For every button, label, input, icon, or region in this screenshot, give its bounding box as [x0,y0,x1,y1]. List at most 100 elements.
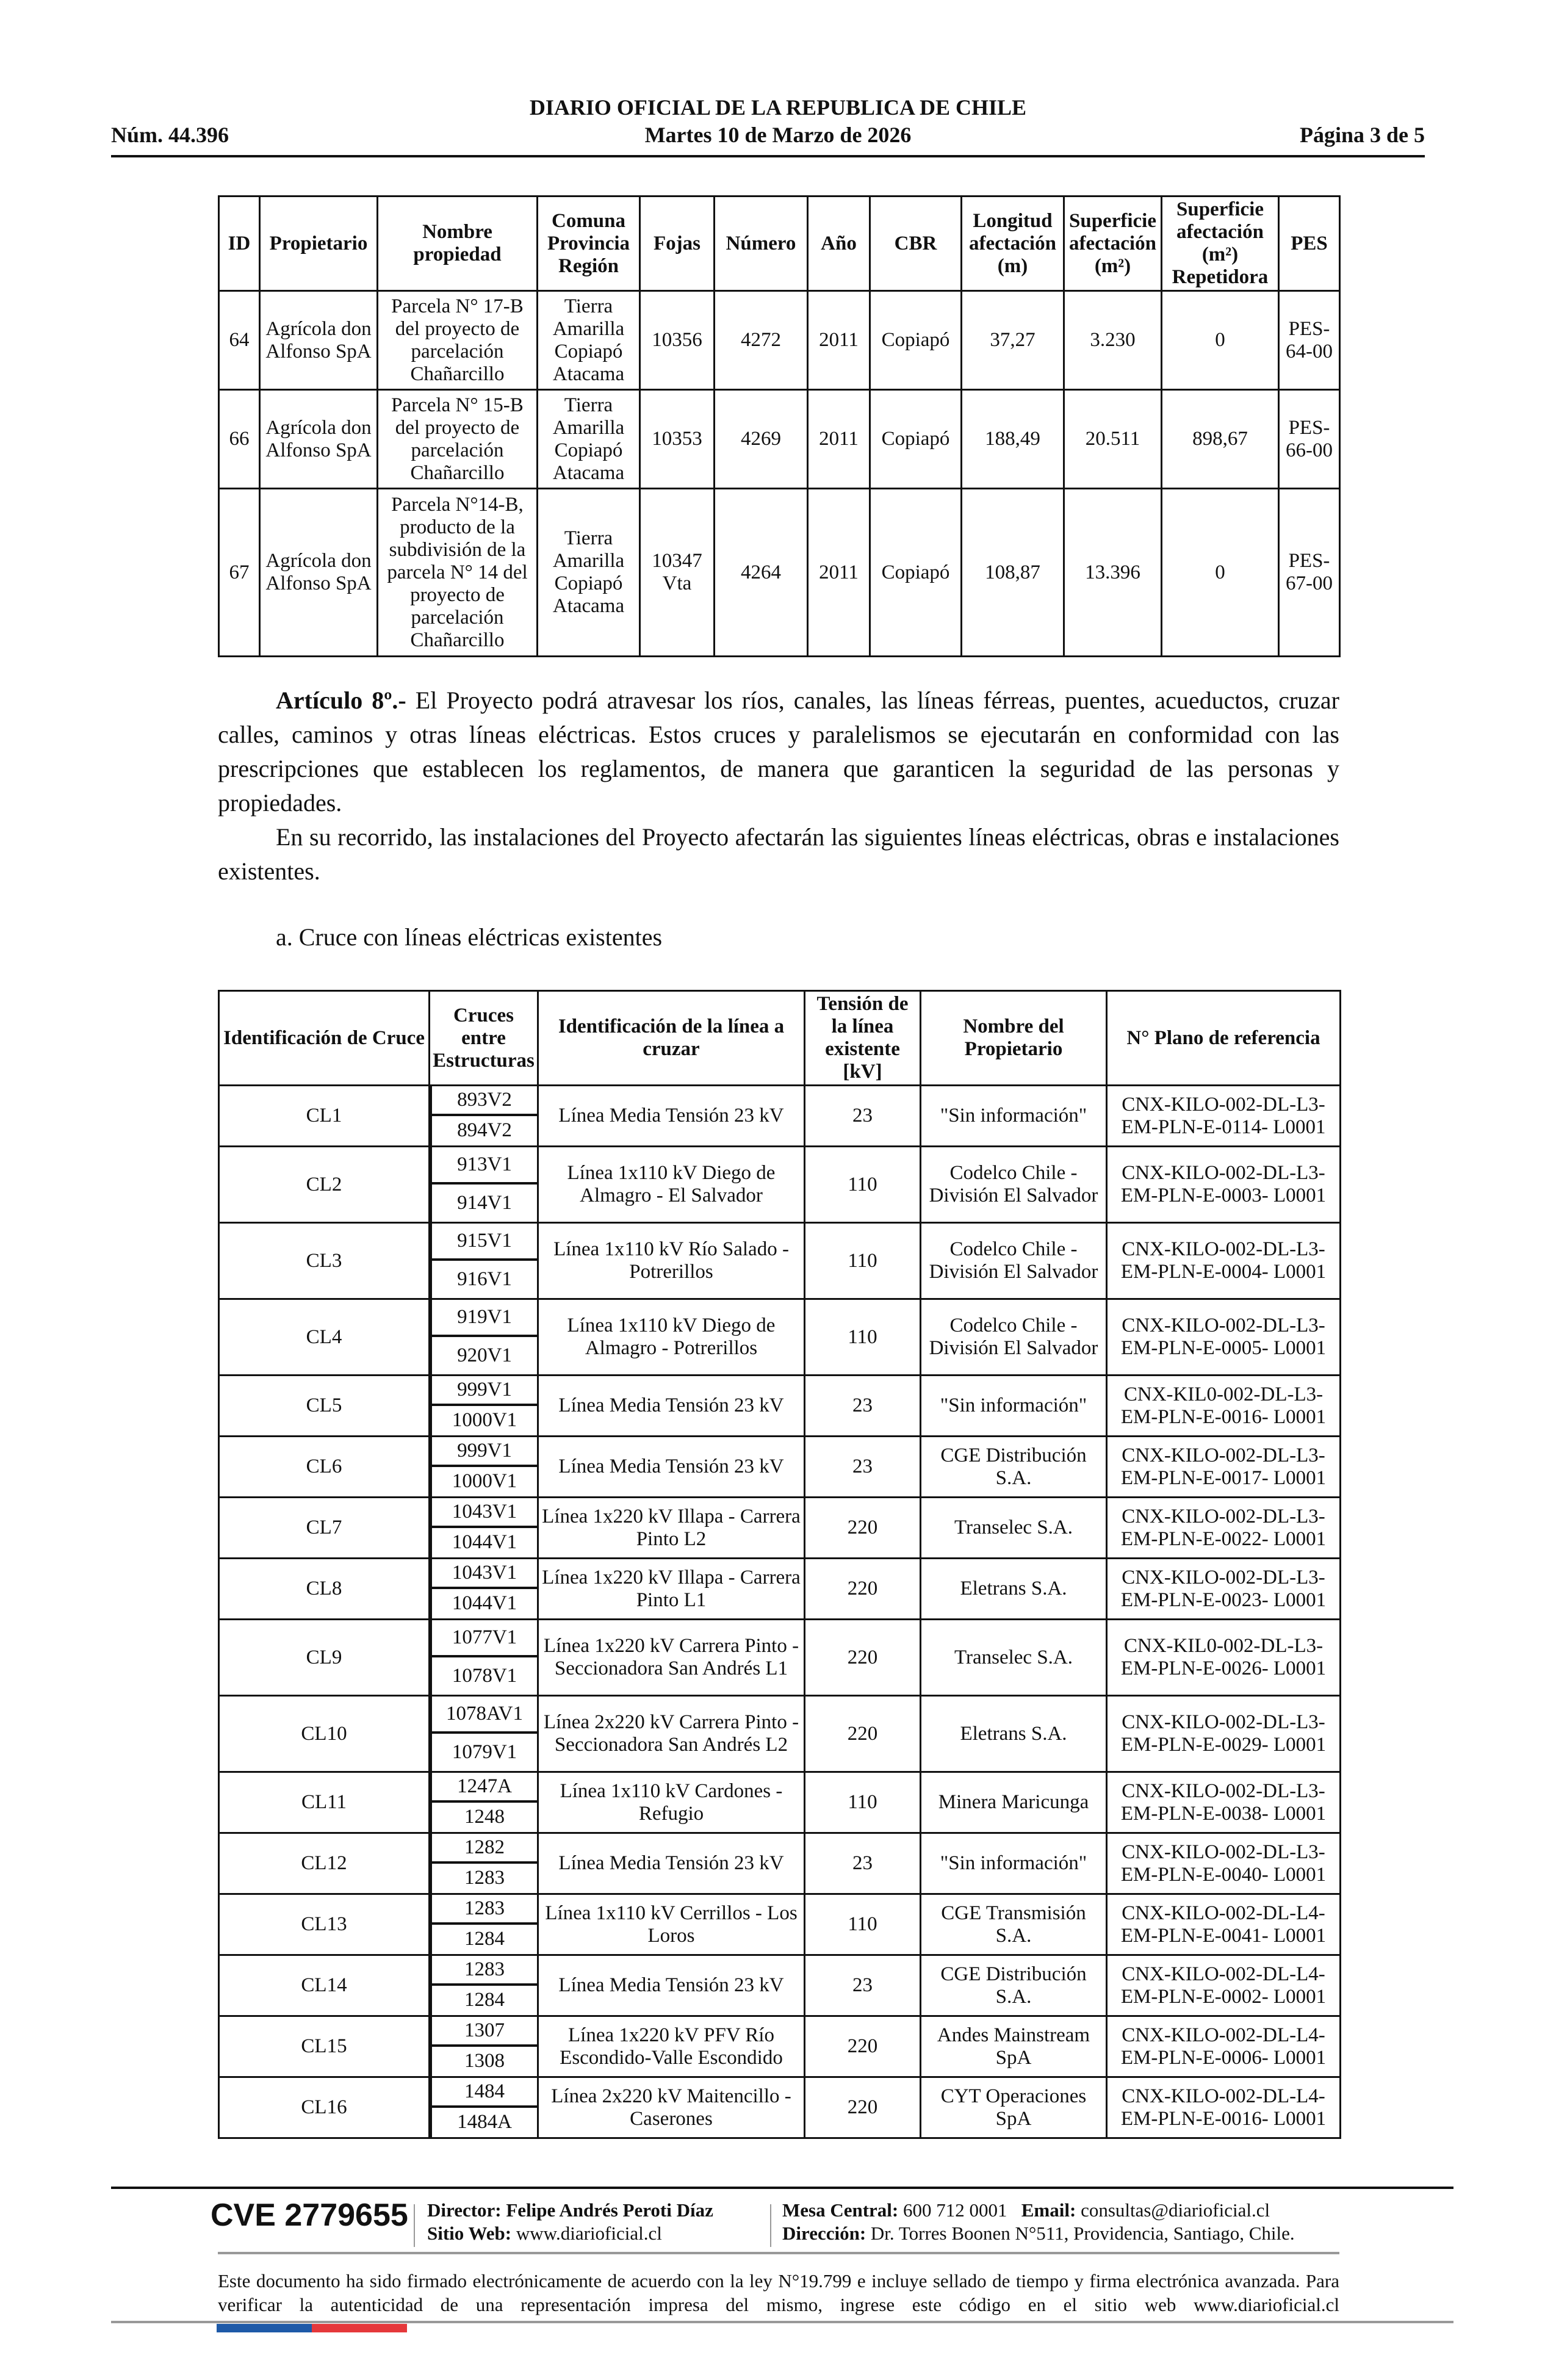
table-row: CL15 1307 1308 Línea 1x220 kV PFV Río Escon… [218,2015,1341,2078]
crossing-id: CL8 [218,1557,430,1620]
reference-plan: CNX-KILO-002-DL-L3-EM-PLN-E-0022- L0001 [1106,1496,1341,1559]
header-divider [111,155,1425,157]
line-owner: CGE Distribución S.A. [920,1435,1108,1498]
structure-to: 1248 [464,1806,505,1828]
table-cell: 2011 [807,290,871,391]
table-row: CL9 1077V1 1078V1 Línea 1x220 kV Carrera Pi… [218,1618,1341,1697]
table-cell: 4264 [713,488,809,657]
table-cell: PES-67-00 [1278,488,1341,657]
line-name: Línea Media Tensión 23 kV [537,1954,805,2017]
email-link[interactable]: consultas@diarioficial.cl [1076,2199,1270,2221]
crossing-structures: 1484 1484A [428,2076,539,2139]
reference-plan: CNX-KILO-002-DL-L3-EM-PLN-E-0114- L0001 [1106,1084,1341,1147]
line-owner: "Sin información" [920,1832,1108,1895]
line-name: Línea 1x110 kV Río Salado - Potrerillos [537,1222,805,1300]
line-owner: Minera Maricunga [920,1771,1108,1834]
column-header: N° Plano de referencia [1106,990,1341,1086]
table-row: 66 Agrícola don Alfonso SpA Parcela N° 15-… [218,389,1341,489]
structure-to: 1284 [464,1928,505,1950]
article-heading: Artículo 8º.- [276,687,406,714]
column-header: Identificación de Cruce [218,990,430,1086]
table-cell: 2011 [807,488,871,657]
line-owner: Transelec S.A. [920,1496,1108,1559]
line-voltage: 110 [804,1145,921,1224]
structure-from: 1283 [432,1895,537,1925]
footer-director-block: Director: Felipe Andrés Peroti Díaz Siti… [427,2199,713,2245]
line-name: Línea 1x110 kV Diego de Almagro - Potrer… [537,1298,805,1376]
reference-plan: CNX-KILO-002-DL-L4-EM-PLN-E-0006- L0001 [1106,2015,1341,2078]
table-cell: PES-66-00 [1278,389,1341,489]
line-voltage: 23 [804,1832,921,1895]
table-row: CL13 1283 1284 Línea 1x110 kV Cerrillos - L… [218,1893,1341,1956]
crossing-structures: 1077V1 1078V1 [428,1618,539,1697]
crossing-structures: 915V1 916V1 [428,1222,539,1300]
line-voltage: 220 [804,1695,921,1773]
crossing-id: CL13 [218,1893,430,1956]
properties-table: ID Propietario Nombre propiedad Comuna Prov… [218,195,1341,657]
structure-to: 1283 [464,1867,505,1889]
column-header: Número [713,195,809,292]
crossing-id: CL14 [218,1954,430,2017]
table-cell: 898,67 [1161,389,1280,489]
structure-to: 914V1 [457,1192,512,1214]
structure-to: 1078V1 [452,1665,517,1687]
structure-pair: 1484 1484A [430,2078,537,2137]
table-cell: 20.511 [1063,389,1162,489]
table-row: CL5 999V1 1000V1 Línea Media Tensión 23 kV 2… [218,1374,1341,1437]
phone-label: Mesa Central: [782,2199,899,2221]
line-name: Línea 1x220 kV Carrera Pinto - Seccionad… [537,1618,805,1697]
table-cell: Agrícola don Alfonso SpA [259,290,378,391]
column-header: Cruces entre Estructuras [428,990,539,1086]
table-cell: 64 [218,290,261,391]
structure-to: 1079V1 [452,1741,517,1763]
reference-plan: CNX-KILO-002-DL-L3-EM-PLN-E-0005- L0001 [1106,1298,1341,1376]
structure-pair: 1282 1283 [430,1834,537,1893]
crossing-structures: 1282 1283 [428,1832,539,1895]
footer-divider [111,2321,1453,2323]
line-name: Línea Media Tensión 23 kV [537,1374,805,1437]
structure-from: 919V1 [432,1300,537,1337]
structure-to: 1044V1 [452,1592,517,1615]
reference-plan: CNX-KIL0-002-DL-L3-EM-PLN-E-0016- L0001 [1106,1374,1341,1437]
column-header: PES [1278,195,1341,292]
table-row: CL7 1043V1 1044V1 Línea 1x220 kV Illapa - C… [218,1496,1341,1559]
table-cell: Agrícola don Alfonso SpA [259,488,378,657]
structure-from: 1282 [432,1834,537,1864]
line-owner: Codelco Chile - División El Salvador [920,1222,1108,1300]
table-row: CL6 999V1 1000V1 Línea Media Tensión 23 kV 2… [218,1435,1341,1498]
crossing-structures: 913V1 914V1 [428,1145,539,1224]
table-cell: 0 [1161,488,1280,657]
crossing-id: CL16 [218,2076,430,2139]
table-row: CL4 919V1 920V1 Línea 1x110 kV Diego de Alm… [218,1298,1341,1376]
table-cell: Parcela N° 15-B del proyecto de parcelac… [376,389,538,489]
crossing-structures: 919V1 920V1 [428,1298,539,1376]
table-cell: Agrícola don Alfonso SpA [259,389,378,489]
newspaper-title: DIARIO OFICIAL DE LA REPUBLICA DE CHILE [529,95,1027,120]
line-name: Línea 2x220 kV Carrera Pinto - Seccionad… [537,1695,805,1773]
table-row: CL2 913V1 914V1 Línea 1x110 kV Diego de Alm… [218,1145,1341,1224]
column-header: Superficie afectación (m²) [1063,195,1162,292]
structure-to: 1484A [457,2111,512,2133]
column-header: ID [218,195,261,292]
line-voltage: 220 [804,1496,921,1559]
reference-plan: CNX-KILO-002-DL-L4-EM-PLN-E-0016- L0001 [1106,2076,1341,2139]
table-cell: 13.396 [1063,488,1162,657]
crossing-id: CL5 [218,1374,430,1437]
line-owner: CYT Operaciones SpA [920,2076,1108,2139]
structure-pair: 1078AV1 1079V1 [430,1697,537,1771]
crossing-id: CL6 [218,1435,430,1498]
line-owner: Eletrans S.A. [920,1557,1108,1620]
crossing-id: CL11 [218,1771,430,1834]
website-label: Sitio Web: [427,2223,512,2244]
footer-divider [111,2187,1453,2189]
table-cell: Copiapó [869,389,962,489]
crossing-id: CL10 [218,1695,430,1773]
structure-to: 920V1 [457,1344,512,1366]
crossing-id: CL15 [218,2015,430,2078]
reference-plan: CNX-KILO-002-DL-L3-EM-PLN-E-0040- L0001 [1106,1832,1341,1895]
website-link[interactable]: www.diarioficial.cl [511,2223,662,2244]
structure-pair: 999V1 1000V1 [430,1376,537,1435]
reference-plan: CNX-KILO-002-DL-L3-EM-PLN-E-0017- L0001 [1106,1435,1341,1498]
line-voltage: 110 [804,1893,921,1956]
column-header: Año [807,195,871,292]
